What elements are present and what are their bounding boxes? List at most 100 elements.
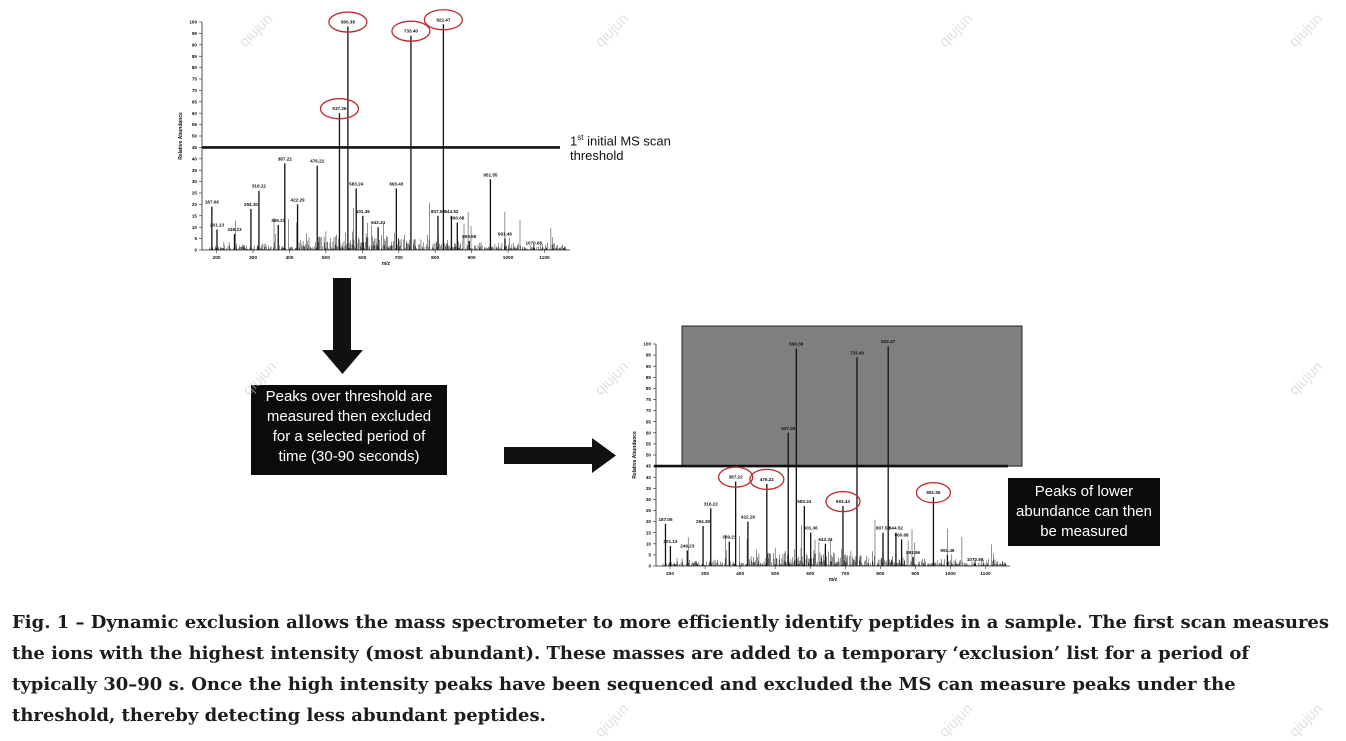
y-tick-label: 30 xyxy=(192,179,198,184)
y-tick-label: 50 xyxy=(192,134,198,139)
y-tick-label: 85 xyxy=(646,375,652,380)
peak-label: 991.46 xyxy=(498,232,512,237)
threshold-label: 1st initial MS scan threshold xyxy=(570,133,671,164)
peak-label: 369.21 xyxy=(722,535,736,540)
peak-circle xyxy=(328,11,368,33)
x-tick-label: 500 xyxy=(771,571,779,577)
right-arrow xyxy=(504,438,616,473)
peak-label: 893.56 xyxy=(906,550,920,555)
peak-label: 844.52 xyxy=(889,526,903,531)
peak-label: 601.36 xyxy=(804,526,818,531)
lower-abundance-note-box: Peaks of lower abundance can then be mea… xyxy=(1008,478,1160,546)
y-tick-label: 60 xyxy=(192,111,198,116)
peak-label: 643.34 xyxy=(818,537,832,542)
peak-circle xyxy=(319,98,360,120)
peak-label: 893.56 xyxy=(462,234,476,239)
peak-label: 249.23 xyxy=(680,543,694,548)
y-tick-label: 45 xyxy=(192,145,198,150)
y-axis-title: Relative Abundance xyxy=(178,112,184,160)
y-tick-label: 10 xyxy=(646,541,652,546)
x-tick-label: 1000 xyxy=(945,571,956,577)
y-tick-label: 20 xyxy=(192,202,198,207)
x-tick-label: 300 xyxy=(701,571,709,577)
peak-label: 294.30 xyxy=(696,519,710,524)
x-tick-label: 1000 xyxy=(503,255,514,261)
peak-label: 693.43 xyxy=(389,181,403,186)
watermark: qiujun xyxy=(591,10,633,51)
peak-label: 560.38 xyxy=(789,341,803,346)
peak-label: 537.26 xyxy=(332,106,346,111)
peak-circle xyxy=(749,468,785,491)
y-tick-label: 90 xyxy=(646,364,652,369)
y-tick-label: 50 xyxy=(646,453,652,458)
x-tick-label: 300 xyxy=(249,255,257,261)
x-tick-label: 400 xyxy=(736,571,744,577)
y-tick-label: 65 xyxy=(192,99,198,104)
peak-label: 537.26 xyxy=(781,426,795,431)
y-tick-label: 90 xyxy=(192,42,198,47)
watermark: qiujun xyxy=(935,10,977,51)
peak-circle xyxy=(825,490,861,513)
x-tick-label: 600 xyxy=(806,571,814,577)
x-tick-label: 400 xyxy=(285,255,293,261)
y-tick-label: 75 xyxy=(646,397,652,402)
y-tick-label: 75 xyxy=(192,77,198,82)
y-tick-label: 45 xyxy=(646,464,652,469)
peak-label: 387.22 xyxy=(729,475,743,480)
peak-label: 387.22 xyxy=(278,156,292,161)
peak-label: 476.22 xyxy=(760,477,774,482)
peak-circle xyxy=(423,9,464,31)
y-tick-label: 35 xyxy=(646,486,652,491)
y-tick-label: 25 xyxy=(646,508,652,513)
x-axis-title: m/z xyxy=(382,261,391,267)
figure-caption: Fig. 1 – Dynamic exclusion allows the ma… xyxy=(12,612,1330,726)
x-tick-label: 800 xyxy=(876,571,884,577)
y-tick-label: 15 xyxy=(646,530,652,535)
y-tick-label: 55 xyxy=(192,122,198,127)
x-tick-label: 800 xyxy=(431,255,439,261)
x-tick-label: 900 xyxy=(468,255,476,261)
peak-label: 991.46 xyxy=(940,548,954,553)
peak-label: 249.23 xyxy=(227,227,241,232)
peak-label: 201.13 xyxy=(210,222,224,227)
peak-label: 316.22 xyxy=(704,501,718,506)
peak-label: 583.24 xyxy=(797,499,811,504)
peak-label: 643.34 xyxy=(371,220,385,225)
x-axis-title: m/z xyxy=(829,577,838,583)
peak-label: 583.24 xyxy=(349,181,363,186)
y-tick-label: 5 xyxy=(648,553,651,558)
peak-label: 733.40 xyxy=(404,29,418,34)
watermark: qiujun xyxy=(1285,358,1327,399)
y-tick-label: 70 xyxy=(192,88,198,93)
y-tick-label: 70 xyxy=(646,408,652,413)
y-tick-label: 20 xyxy=(646,519,652,524)
top-mass-spectrum: 0 5 10 15 20 25 30 35 40 45 50 55 60 65 70 75 80 85 90 95 10… xyxy=(178,9,570,267)
y-tick-label: 5 xyxy=(194,236,197,241)
peak-circle xyxy=(717,466,754,488)
y-tick-label: 10 xyxy=(192,225,198,230)
y-tick-label: 30 xyxy=(646,497,652,502)
x-tick-label: 200 xyxy=(213,255,221,261)
x-tick-label: 1100 xyxy=(980,571,991,577)
spectrum-noise xyxy=(209,202,567,250)
y-tick-label: 85 xyxy=(192,54,198,59)
peak-label: 187.06 xyxy=(205,200,219,205)
peak-label: 693.43 xyxy=(836,499,850,504)
peak-label: 951.55 xyxy=(483,172,497,177)
peak-circle xyxy=(391,20,431,42)
peak-label: 294.30 xyxy=(244,202,258,207)
bottom-mass-spectrum: 0 5 10 15 20 25 30 35 40 45 50 55 60 65 70 75 80 85 90 95 10… xyxy=(632,325,1023,583)
down-arrow xyxy=(322,278,363,374)
y-tick-label: 100 xyxy=(643,342,651,347)
peak-label: 822.47 xyxy=(436,17,450,22)
y-tick-label: 95 xyxy=(192,31,198,36)
y-tick-label: 65 xyxy=(646,419,652,424)
peak-label: 807.58 xyxy=(876,526,890,531)
peak-label: 807.58 xyxy=(431,209,445,214)
y-axis-title: Relative Abundance xyxy=(632,431,638,479)
y-tick-label: 80 xyxy=(192,65,198,70)
y-tick-label: 40 xyxy=(192,156,198,161)
peak-label: 1070.68 xyxy=(526,241,543,246)
peak-label: 733.40 xyxy=(850,350,864,355)
peak-label: 187.06 xyxy=(658,517,672,522)
